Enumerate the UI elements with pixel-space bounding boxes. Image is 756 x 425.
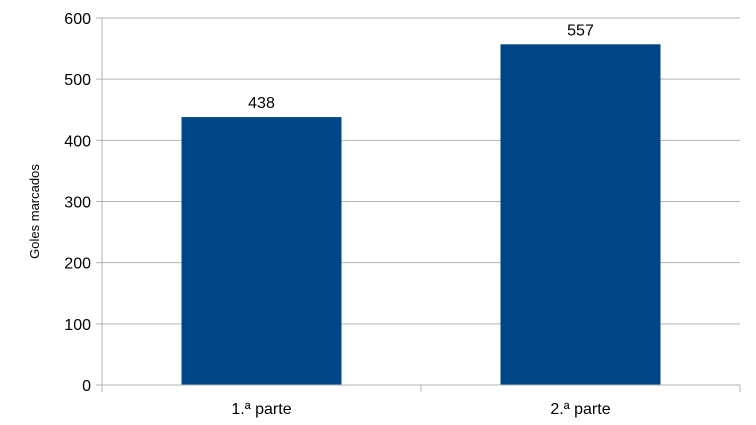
y-axis-ticks: 0 100 200 300 400 500 600 bbox=[64, 11, 102, 395]
y-tick-label: 300 bbox=[64, 195, 91, 212]
bar bbox=[500, 44, 661, 385]
y-tick-label: 0 bbox=[82, 378, 91, 395]
data-label: 557 bbox=[567, 22, 594, 39]
y-tick-label: 600 bbox=[64, 11, 91, 28]
y-tick-label: 200 bbox=[64, 256, 91, 273]
data-label: 438 bbox=[248, 95, 275, 112]
y-tick-label: 100 bbox=[64, 317, 91, 334]
bars: 438 557 bbox=[181, 22, 661, 385]
y-tick-label: 400 bbox=[64, 133, 91, 150]
y-tick-label: 500 bbox=[64, 72, 91, 89]
bar bbox=[181, 117, 342, 385]
x-tick-label: 2.ª parte bbox=[550, 401, 610, 418]
x-axis: 1.ª parte 2.ª parte bbox=[96, 18, 741, 418]
y-axis-title: Goles marcados bbox=[27, 164, 42, 259]
x-tick-label: 1.ª parte bbox=[231, 401, 291, 418]
